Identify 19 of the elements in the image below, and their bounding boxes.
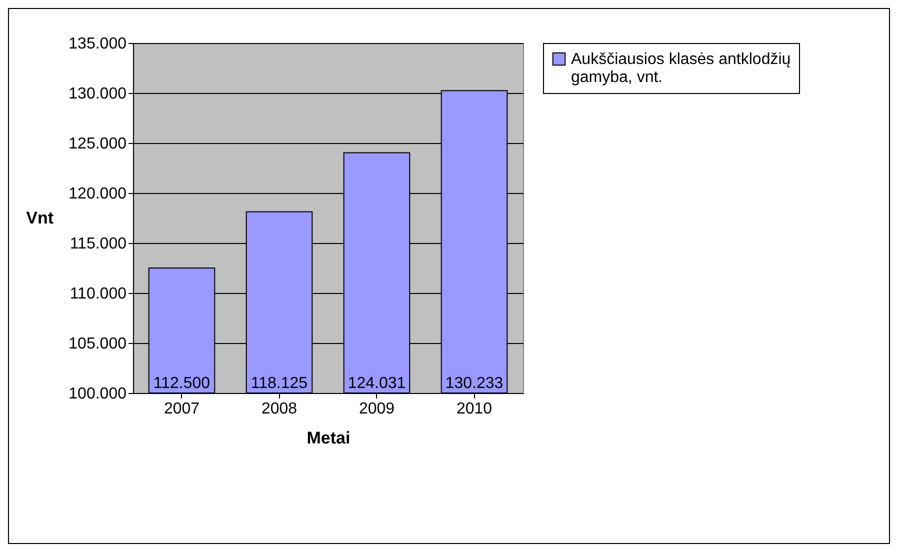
data-label: 118.125: [250, 375, 308, 392]
x-tick-label: 2008: [261, 400, 298, 418]
data-label: 124.031: [348, 375, 406, 392]
y-tick-label: 115.000: [70, 236, 127, 252]
data-label: 130.233: [445, 375, 504, 392]
y-axis-title: Vnt: [26, 208, 54, 228]
y-tick-label: 100.000: [68, 386, 127, 402]
y-tick-label: 120.000: [68, 186, 127, 202]
x-tick-label: 2010: [456, 400, 492, 418]
y-tick-label: 125.000: [68, 136, 127, 152]
y-tick-label: 130.000: [68, 86, 127, 102]
y-tick-label: 105.000: [68, 336, 127, 352]
y-tick-label: 110.000: [70, 286, 127, 302]
legend-label: Aukščiausios klasės antklodžių gamyba, vnt.: [571, 51, 791, 86]
x-axis-title: Metai: [306, 428, 350, 448]
x-tick-label: 2007: [164, 400, 200, 418]
data-label: 112.500: [153, 375, 210, 392]
x-tick-label: 2009: [358, 400, 395, 418]
y-tick-label: 135.000: [68, 36, 127, 52]
